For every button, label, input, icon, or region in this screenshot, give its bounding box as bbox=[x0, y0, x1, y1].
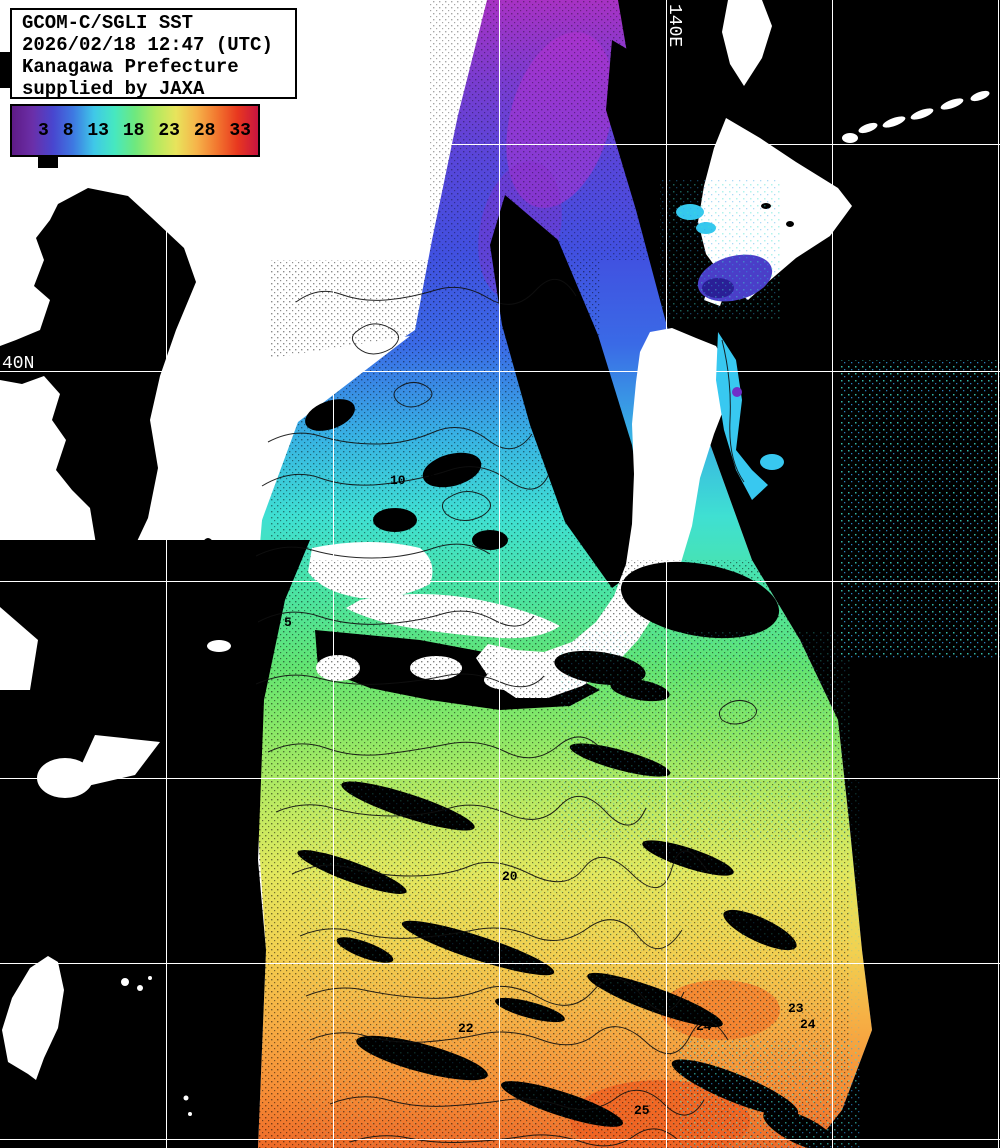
cloud-blob bbox=[373, 508, 417, 532]
grid-label-latitude: 40N bbox=[2, 354, 34, 374]
no-data-gap bbox=[70, 735, 160, 790]
hokkaido-lake bbox=[786, 221, 794, 227]
grid-label-longitude: 140E bbox=[664, 4, 684, 47]
contour-label: 5 bbox=[284, 615, 292, 630]
contour-label: 23 bbox=[788, 1001, 804, 1016]
cyan-speckle-pacific bbox=[840, 360, 1000, 660]
small-island bbox=[188, 1112, 192, 1116]
cyan-speckle-hokkaido bbox=[660, 180, 780, 320]
ryukyu-island bbox=[137, 985, 143, 991]
contour-labels: 10 6 5 20 22 23 24 24 25 25 bbox=[284, 469, 816, 1118]
contour-label: 22 bbox=[458, 1021, 474, 1036]
contour-label: 25 bbox=[634, 1103, 650, 1118]
small-island bbox=[207, 640, 231, 652]
colorbar-tick: 23 bbox=[158, 120, 180, 141]
kuril-island bbox=[940, 98, 964, 110]
isotherm-contours bbox=[255, 279, 757, 1147]
taiwan-island bbox=[2, 956, 64, 1080]
kuril-island bbox=[910, 108, 934, 120]
tsushima-island bbox=[202, 538, 214, 558]
colorbar: 3 8 13 18 23 28 33 bbox=[10, 104, 260, 157]
no-data-wedge bbox=[148, 336, 410, 548]
contour-label: 6 bbox=[428, 469, 436, 484]
colorbar-gradient bbox=[12, 106, 258, 155]
colorbar-tick: 33 bbox=[229, 120, 251, 141]
colorbar-tick: 3 bbox=[38, 120, 49, 141]
colorbar-tick: 8 bbox=[62, 120, 74, 141]
cloud-mass-japan-sea bbox=[490, 195, 650, 588]
colorbar-tick: 28 bbox=[193, 120, 216, 141]
kuril-island bbox=[882, 116, 906, 128]
info-panel: GCOM-C/SGLI SST 2026/02/18 12:47 (UTC) K… bbox=[10, 8, 297, 100]
sakhalin-island bbox=[722, 0, 772, 86]
colorbar-tick: 18 bbox=[122, 120, 145, 141]
product-title: GCOM-C/SGLI SST bbox=[22, 12, 194, 34]
coastal-purple-dot bbox=[732, 387, 742, 397]
cloud-mass-southwest bbox=[0, 540, 310, 1148]
no-data-notch bbox=[0, 607, 38, 690]
tohoku-coastal-strip bbox=[716, 332, 768, 500]
honshu-landmass bbox=[476, 328, 728, 698]
colorbar-ticks: 3 8 13 18 23 28 33 bbox=[12, 106, 258, 155]
ryukyu-island bbox=[148, 976, 152, 980]
kuril-island bbox=[970, 90, 990, 102]
colorbar-tick: 13 bbox=[87, 120, 109, 141]
contour-label: 20 bbox=[502, 869, 518, 884]
contour-label: 25 bbox=[712, 1083, 728, 1098]
cyan-speckle-bottom-right bbox=[680, 1040, 860, 1148]
contour-label: 24 bbox=[800, 1017, 816, 1032]
china-coast-blob bbox=[0, 800, 150, 958]
data-provider: supplied by JAXA bbox=[22, 78, 205, 100]
jeju-island bbox=[74, 591, 102, 605]
observation-datetime: 2026/02/18 12:47 (UTC) bbox=[22, 34, 273, 56]
cloud-blob bbox=[422, 452, 482, 488]
contour-label: 10 bbox=[390, 473, 406, 488]
cloud-blob bbox=[472, 530, 508, 550]
ryukyu-island bbox=[121, 978, 129, 986]
cloud-blob bbox=[305, 399, 355, 431]
small-island bbox=[183, 1095, 189, 1101]
kuril-island bbox=[842, 133, 858, 143]
coastal-cyan-patch bbox=[760, 454, 784, 470]
kuril-island bbox=[858, 122, 878, 134]
contour-label: 24 bbox=[696, 1019, 712, 1034]
region-name: Kanagawa Prefecture bbox=[22, 56, 239, 78]
korea-landmass bbox=[0, 188, 196, 560]
